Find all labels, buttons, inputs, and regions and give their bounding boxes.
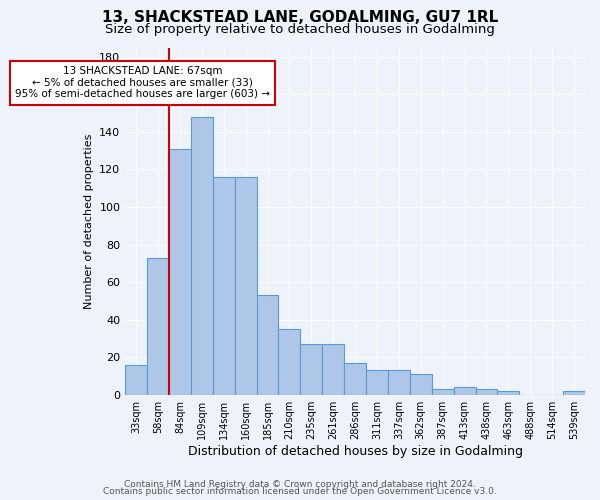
Text: 13 SHACKSTEAD LANE: 67sqm
← 5% of detached houses are smaller (33)
95% of semi-d: 13 SHACKSTEAD LANE: 67sqm ← 5% of detach… — [15, 66, 270, 100]
Bar — [476, 389, 497, 394]
Text: Size of property relative to detached houses in Godalming: Size of property relative to detached ho… — [105, 22, 495, 36]
Bar — [213, 177, 235, 394]
Bar — [301, 344, 322, 395]
Bar — [169, 149, 191, 394]
Bar — [235, 177, 257, 394]
Bar — [497, 391, 520, 394]
Text: Contains HM Land Registry data © Crown copyright and database right 2024.: Contains HM Land Registry data © Crown c… — [124, 480, 476, 489]
Bar — [322, 344, 344, 395]
Y-axis label: Number of detached properties: Number of detached properties — [83, 134, 94, 309]
Text: Contains public sector information licensed under the Open Government Licence v3: Contains public sector information licen… — [103, 487, 497, 496]
Bar — [191, 117, 213, 394]
Bar — [147, 258, 169, 394]
Bar — [257, 295, 278, 394]
Bar — [563, 391, 585, 394]
Text: 13, SHACKSTEAD LANE, GODALMING, GU7 1RL: 13, SHACKSTEAD LANE, GODALMING, GU7 1RL — [102, 10, 498, 25]
Bar — [366, 370, 388, 394]
Bar — [344, 363, 366, 394]
X-axis label: Distribution of detached houses by size in Godalming: Distribution of detached houses by size … — [188, 444, 523, 458]
Bar — [125, 364, 147, 394]
Bar — [454, 387, 476, 394]
Bar — [410, 374, 432, 394]
Bar — [432, 389, 454, 394]
Bar — [388, 370, 410, 394]
Bar — [278, 329, 301, 394]
